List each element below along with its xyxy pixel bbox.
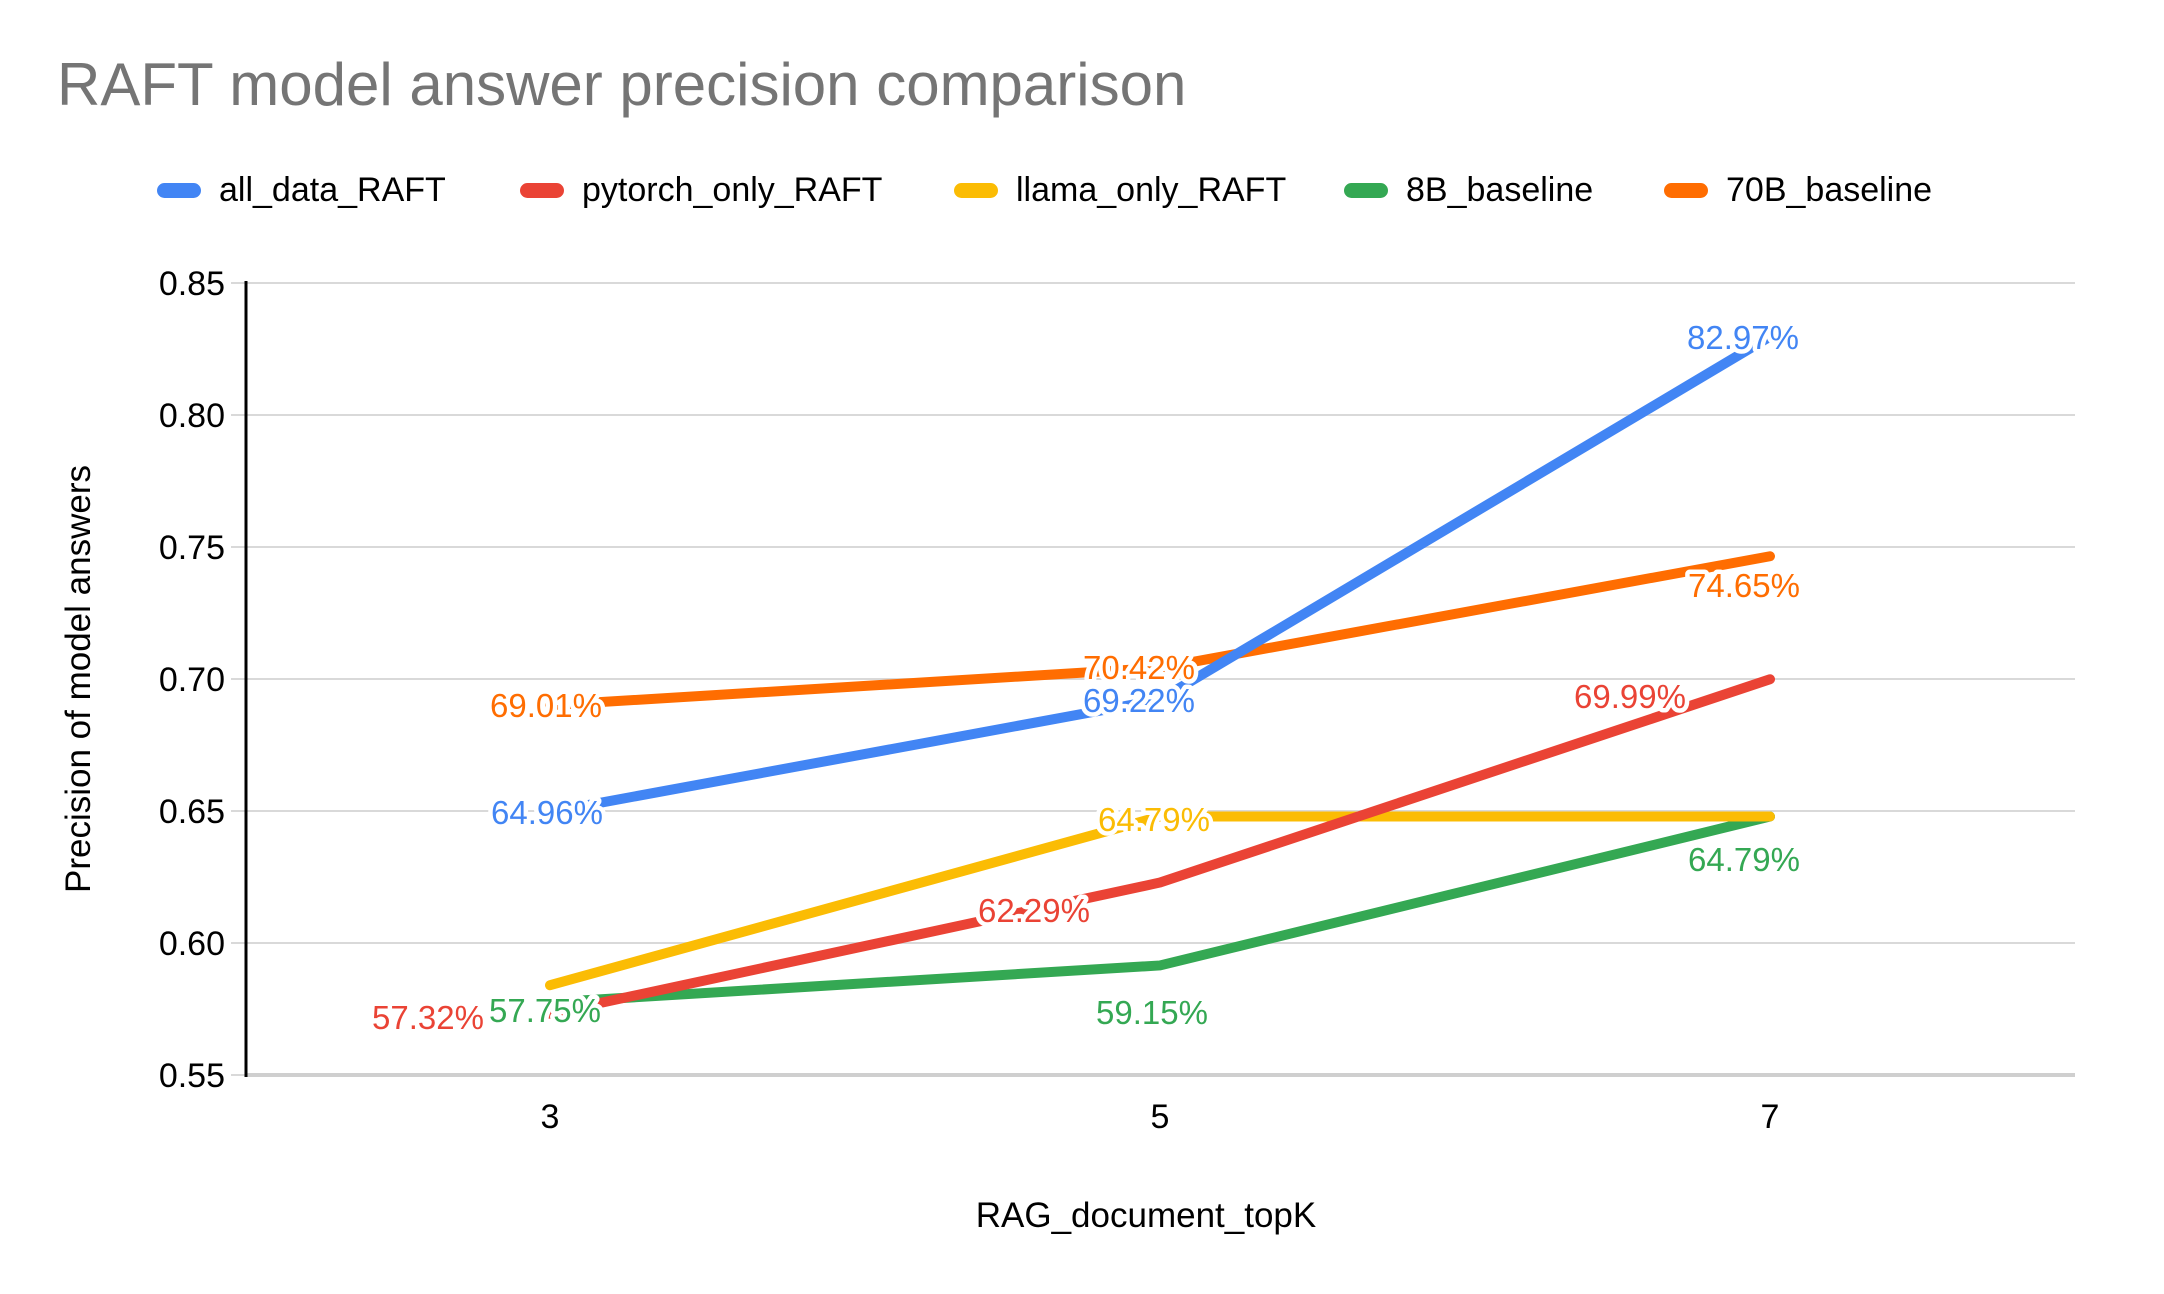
data-label-all_data_RAFT: 69.22% — [1083, 682, 1195, 719]
data-label-70B_baseline: 69.01% — [490, 687, 602, 724]
y-tick-label: 0.80 — [159, 397, 225, 435]
series-line-llama_only_RAFT — [545, 811, 1775, 991]
series-line-8B_baseline — [545, 811, 1775, 1008]
y-tick-label: 0.75 — [159, 529, 225, 567]
data-label-llama_only_RAFT: 64.79% — [1098, 801, 1210, 838]
x-tick-label: 3 — [541, 1098, 560, 1136]
data-label-pytorch_only_RAFT: 69.99% — [1574, 678, 1686, 715]
y-tick-label: 0.60 — [159, 925, 225, 963]
data-label-8B_baseline: 59.15% — [1096, 994, 1208, 1031]
chart-title: RAFT model answer precision comparison — [57, 51, 1187, 118]
data-label-8B_baseline: 64.79% — [1688, 841, 1800, 878]
data-label-pytorch_only_RAFT: 62.29% — [978, 892, 1090, 929]
y-tick-label: 0.85 — [159, 265, 225, 303]
data-label-all_data_RAFT: 82.97% — [1687, 319, 1799, 356]
series-line-all_data_RAFT — [545, 331, 1775, 818]
y-tick-label: 0.70 — [159, 661, 225, 699]
data-label-70B_baseline: 70.42% — [1083, 649, 1195, 686]
y-axis-title: Precision of model answers — [59, 465, 98, 893]
x-axis-title: RAG_document_topK — [976, 1196, 1316, 1235]
x-tick-label: 7 — [1761, 1098, 1780, 1136]
data-label-70B_baseline: 74.65% — [1688, 567, 1800, 604]
series-line-70B_baseline — [545, 551, 1775, 711]
x-tick-label: 5 — [1151, 1098, 1170, 1136]
data-label-8B_baseline: 57.75% — [489, 992, 601, 1029]
y-tick-label: 0.55 — [159, 1057, 225, 1095]
data-label-all_data_RAFT: 64.96% — [491, 794, 603, 831]
y-tick-label: 0.65 — [159, 793, 225, 831]
data-label-pytorch_only_RAFT: 57.32% — [372, 999, 484, 1036]
series-line-pytorch_only_RAFT — [545, 674, 1775, 1019]
